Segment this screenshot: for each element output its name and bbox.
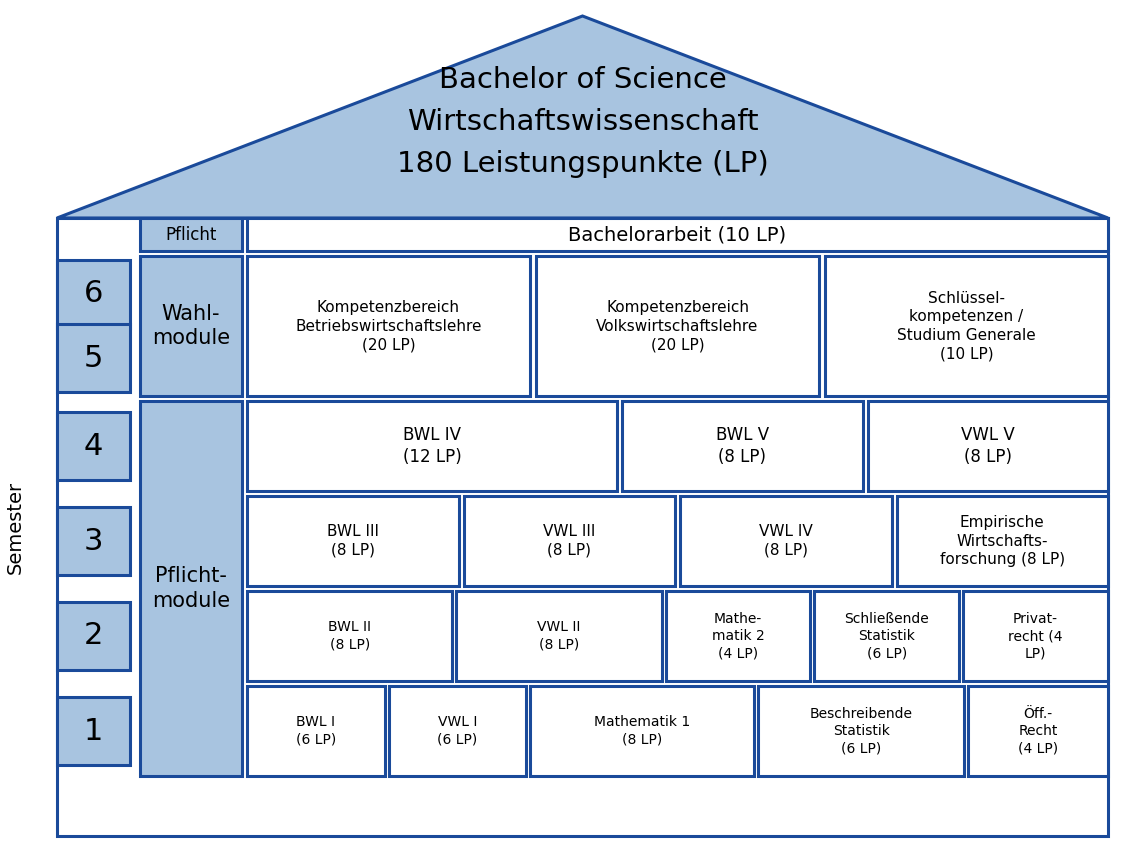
Bar	[140, 401, 242, 776]
Text: 4: 4	[84, 431, 103, 461]
Bar	[968, 686, 1108, 776]
Text: VWL I
(6 LP): VWL I (6 LP)	[437, 716, 477, 746]
Bar	[622, 401, 862, 491]
Text: VWL IV
(8 LP): VWL IV (8 LP)	[759, 524, 813, 558]
Text: 6: 6	[84, 279, 103, 308]
Bar	[57, 412, 131, 480]
Text: BWL V
(8 LP): BWL V (8 LP)	[716, 426, 769, 467]
Text: 2: 2	[84, 621, 103, 651]
Bar	[665, 591, 811, 681]
Bar	[140, 256, 242, 396]
Text: Privat-
recht (4
LP): Privat- recht (4 LP)	[1009, 612, 1063, 660]
Text: Semester: Semester	[6, 480, 24, 574]
Bar	[758, 686, 964, 776]
Text: Schließende
Statistik
(6 LP): Schließende Statistik (6 LP)	[845, 612, 930, 660]
Bar	[247, 401, 617, 491]
Bar	[247, 218, 1108, 251]
Text: BWL IV
(12 LP): BWL IV (12 LP)	[403, 426, 461, 467]
Bar	[247, 686, 385, 776]
Text: Mathematik 1
(8 LP): Mathematik 1 (8 LP)	[594, 716, 690, 746]
Text: 5: 5	[84, 344, 103, 372]
Bar	[897, 496, 1108, 586]
Text: Kompetenzbereich
Betriebswirtschaftslehre
(20 LP): Kompetenzbereich Betriebswirtschaftslehr…	[295, 300, 482, 352]
Text: Mathe-
matik 2
(4 LP): Mathe- matik 2 (4 LP)	[712, 612, 765, 660]
Bar	[826, 256, 1108, 396]
Bar	[963, 591, 1108, 681]
Text: Schlüssel-
kompetenzen /
Studium Generale
(10 LP): Schlüssel- kompetenzen / Studium General…	[898, 290, 1036, 361]
Text: 180 Leistungspunkte (LP): 180 Leistungspunkte (LP)	[396, 150, 768, 178]
Polygon shape	[57, 16, 1108, 218]
Bar	[814, 591, 960, 681]
Bar	[247, 496, 458, 586]
Text: Pflicht: Pflicht	[165, 225, 216, 243]
Bar	[57, 507, 131, 575]
Bar	[247, 591, 452, 681]
Bar	[57, 218, 1108, 836]
Bar	[536, 256, 819, 396]
Text: VWL V
(8 LP): VWL V (8 LP)	[961, 426, 1014, 467]
Text: Wahl-
module: Wahl- module	[152, 304, 230, 348]
Bar	[680, 496, 892, 586]
Text: Wirtschaftswissenschaft: Wirtschaftswissenschaft	[406, 108, 758, 136]
Bar	[464, 496, 676, 586]
Bar	[140, 218, 242, 251]
Text: Empirische
Wirtschafts-
forschung (8 LP): Empirische Wirtschafts- forschung (8 LP)	[940, 515, 1065, 568]
Text: Öff.-
Recht
(4 LP): Öff.- Recht (4 LP)	[1018, 707, 1058, 755]
Text: BWL I
(6 LP): BWL I (6 LP)	[295, 716, 335, 746]
Text: VWL II
(8 LP): VWL II (8 LP)	[537, 621, 581, 651]
Bar	[247, 256, 530, 396]
Bar	[57, 602, 131, 670]
Text: Bachelorarbeit (10 LP): Bachelorarbeit (10 LP)	[568, 225, 787, 244]
Bar	[457, 591, 662, 681]
Bar	[57, 697, 131, 765]
Text: BWL II
(8 LP): BWL II (8 LP)	[329, 621, 371, 651]
Text: Beschreibende
Statistik
(6 LP): Beschreibende Statistik (6 LP)	[810, 707, 913, 755]
Bar	[389, 686, 527, 776]
Text: 1: 1	[84, 716, 103, 746]
Bar	[530, 686, 755, 776]
Text: VWL III
(8 LP): VWL III (8 LP)	[543, 524, 595, 558]
Bar	[57, 260, 131, 328]
Bar	[868, 401, 1108, 491]
Text: Kompetenzbereich
Volkswirtschaftslehre
(20 LP): Kompetenzbereich Volkswirtschaftslehre (…	[597, 300, 759, 352]
Text: BWL III
(8 LP): BWL III (8 LP)	[326, 524, 379, 558]
Text: Pflicht-
module: Pflicht- module	[152, 566, 230, 611]
Text: 3: 3	[84, 526, 103, 556]
Bar	[57, 324, 131, 392]
Text: Bachelor of Science: Bachelor of Science	[439, 66, 726, 94]
